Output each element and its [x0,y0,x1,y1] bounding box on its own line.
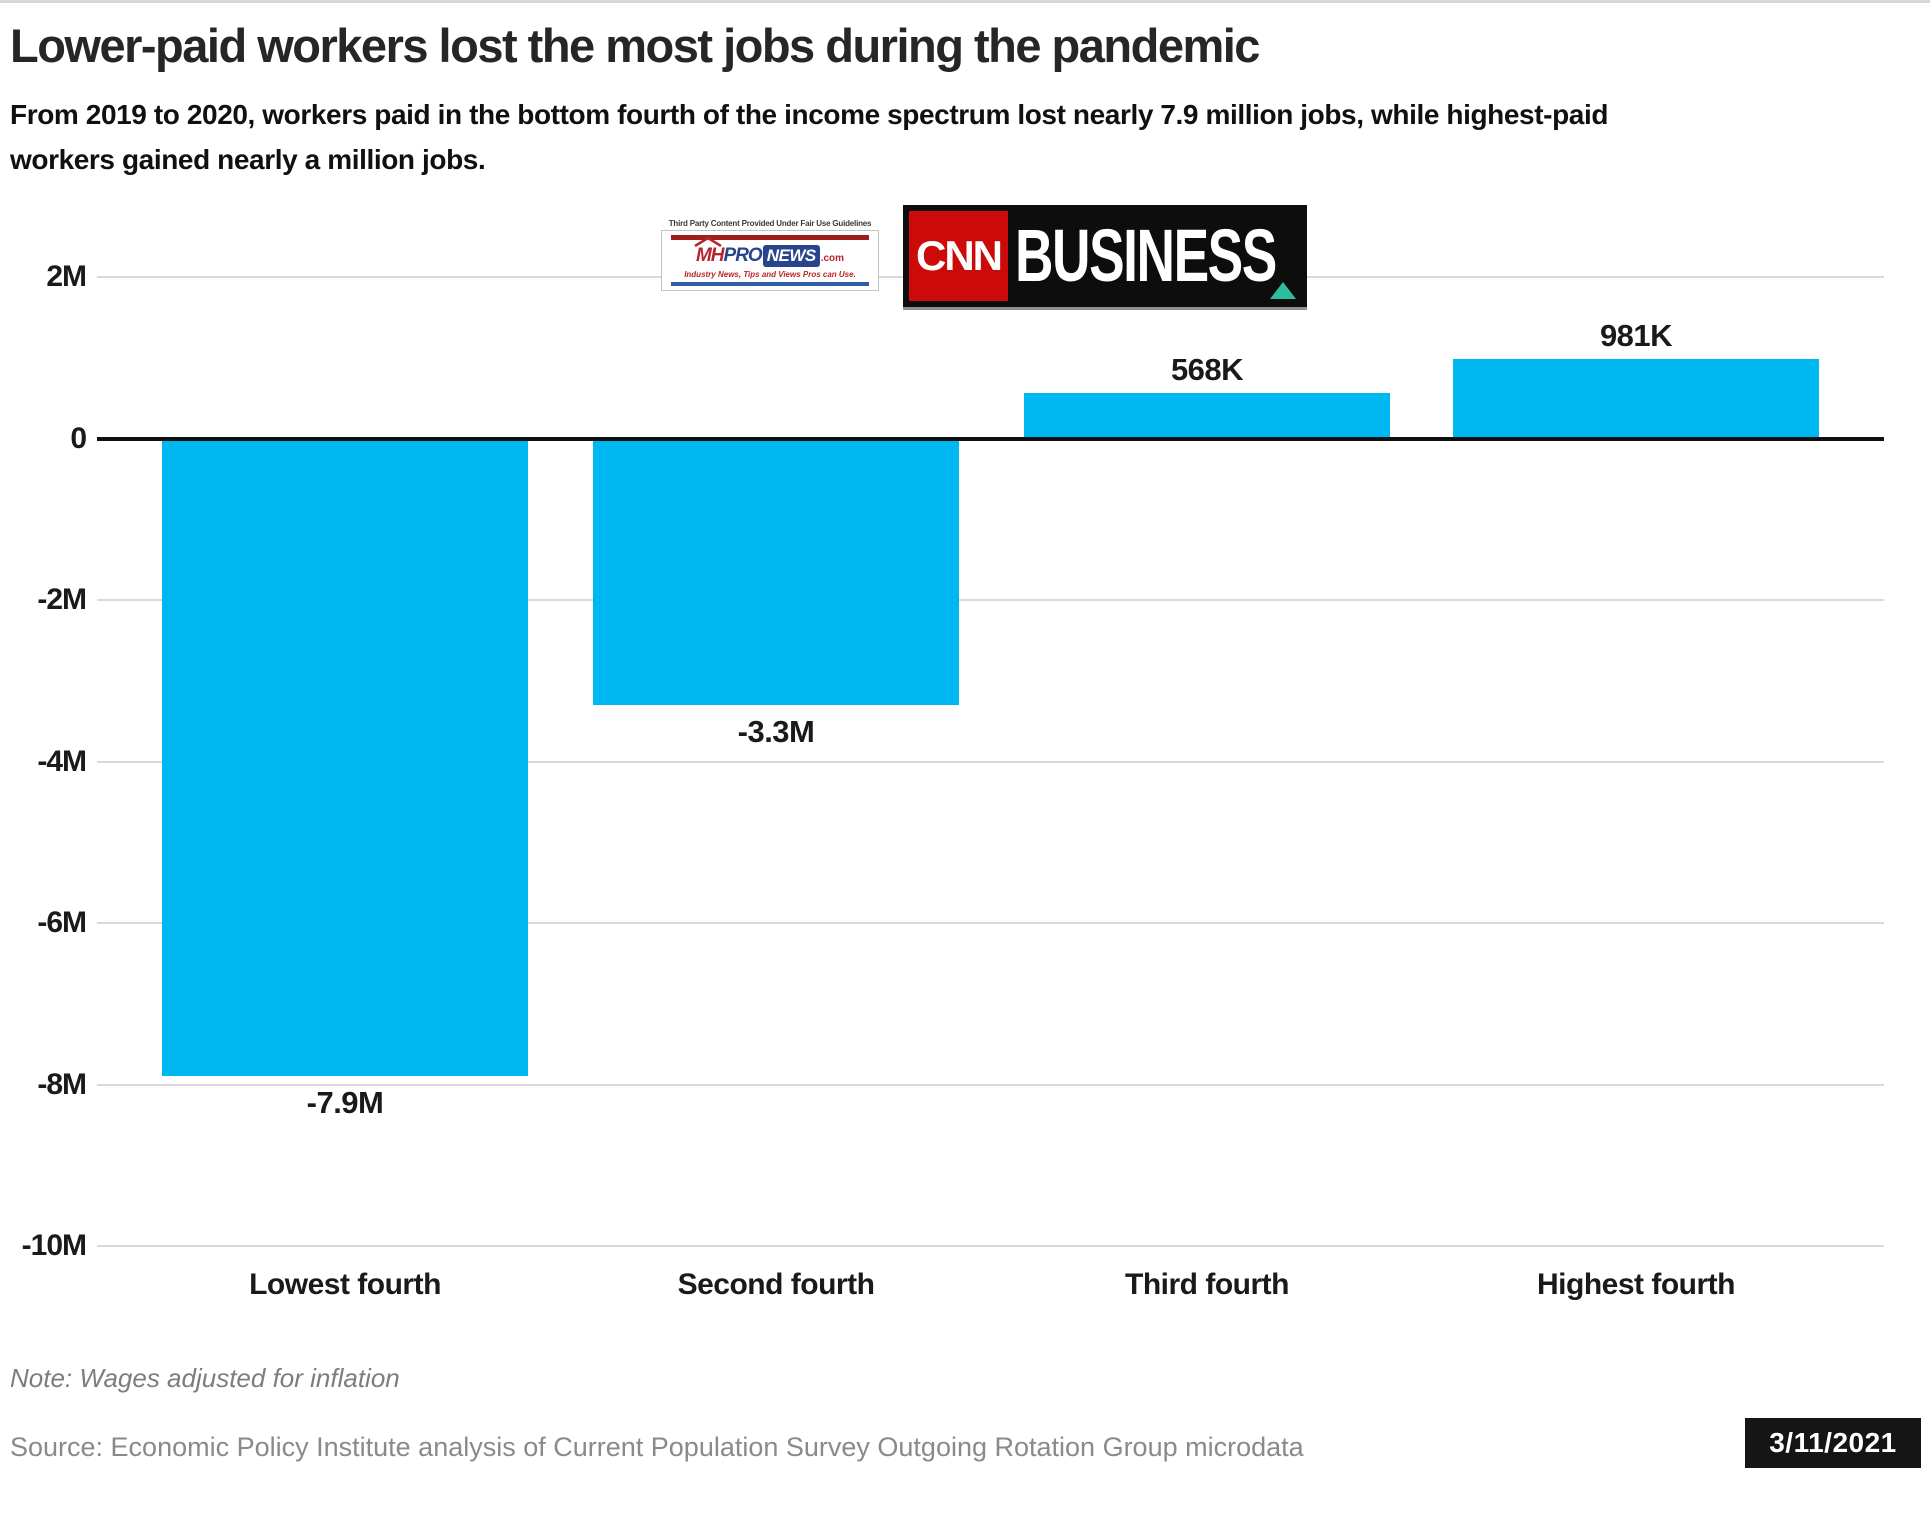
cnn-wordmark: CNN [916,232,1003,279]
mhpronews-news-text: NEWS [762,245,820,267]
mhpronews-logo: Third Party Content Provided Under Fair … [652,219,888,291]
mhpronews-tagline: Industry News, Tips and Views Pros can U… [684,270,856,279]
mhpronews-logo-box: MH PRO NEWS .com Industry News, Tips and… [661,230,879,291]
x-axis-zero-line [97,436,1884,441]
mhpronews-com-text: .com [820,253,845,264]
y-tick-label-2m: 2M [46,260,87,293]
bar-lowest-fourth [162,438,528,1077]
page-title: Lower-paid workers lost the most jobs du… [10,19,1260,72]
y-tick-label-2m: -2M [37,583,87,616]
value-label-highest-fourth: 981K [1599,318,1673,354]
cnn-business-logo: CNN BUSINESS [903,205,1307,310]
cnn-red-square: CNN [909,211,1008,301]
business-wordmark: BUSINESS [1015,214,1277,297]
y-tick-label-0: 0 [70,421,87,455]
note-text: Note: Wages adjusted for inflation [10,1363,400,1393]
top-border-rule [0,0,1930,3]
value-label-third-fourth: 568K [1170,351,1244,387]
category-label-third-fourth: Third fourth [1125,1268,1289,1301]
category-label-highest-fourth: Highest fourth [1537,1268,1735,1301]
y-tick-label-6m: -6M [37,906,87,939]
subtitle-line-2: workers gained nearly a million jobs. [10,144,486,175]
gridline-10m [97,1245,1884,1247]
gridline-4m [97,760,1884,763]
category-label-lowest-fourth: Lowest fourth [249,1268,441,1301]
mhpronews-pro-text: PRO [723,245,763,266]
chart-subtitle: From 2019 to 2020, workers paid in the b… [10,92,1920,182]
gridline-2m [97,599,1884,601]
fair-use-disclaimer: Third Party Content Provided Under Fair … [668,219,872,228]
gridline-8m [97,1083,1884,1086]
value-label-second-fourth: -3.3M [737,713,815,749]
gridline-6m [97,922,1884,924]
category-label-second-fourth: Second fourth [677,1268,875,1301]
subtitle-line-1: From 2019 to 2020, workers paid in the b… [10,99,1609,130]
y-tick-label-8m: -8M [37,1067,87,1101]
mhpronews-wordmark: MH PRO NEWS .com [662,237,878,267]
mhpronews-mh-text: MH [694,237,725,267]
y-tick-label-4m: -4M [37,744,87,778]
value-label-lowest-fourth: -7.9M [306,1085,384,1121]
bar-third-fourth [1024,392,1390,439]
y-tick-label-10m: -10M [21,1229,87,1262]
house-roof-icon [694,237,722,247]
bar-second-fourth [593,438,959,705]
mhpronews-red-bar [671,235,869,240]
cnn-business-triangle-icon [1270,282,1296,299]
bar-highest-fourth [1453,359,1819,439]
mhpronews-blue-bar [671,282,869,286]
date-badge: 3/11/2021 [1745,1418,1921,1468]
source-text: Source: Economic Policy Institute analys… [10,1432,1304,1462]
